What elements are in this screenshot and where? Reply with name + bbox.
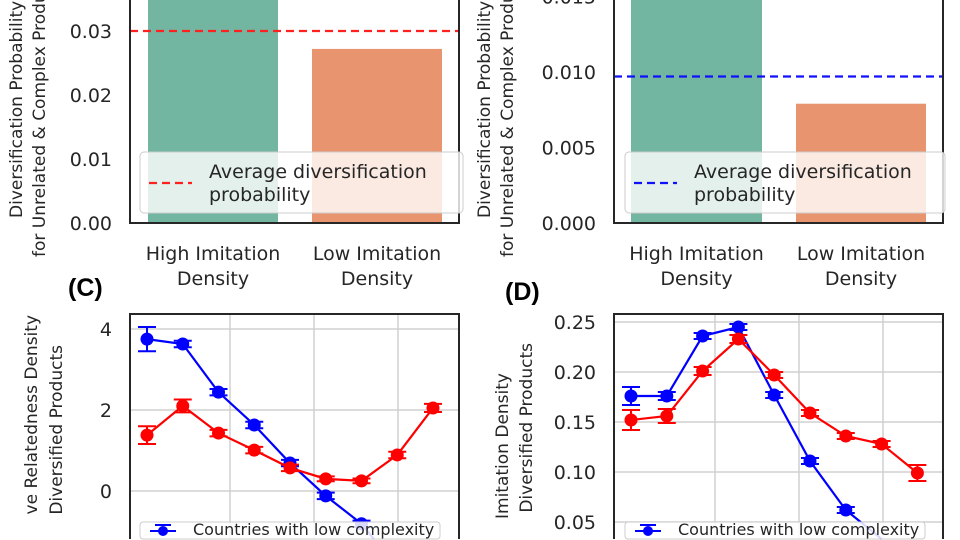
legend: Countries with low complexity bbox=[624, 520, 926, 540]
y-axis-label: ve Relatedness Density bbox=[22, 315, 42, 514]
legend-point-marker bbox=[158, 526, 168, 536]
legend: Countries with low complexity bbox=[139, 520, 441, 540]
data-point bbox=[731, 332, 745, 346]
line-chart-panel-3: (C) 4 2 0 ve Relatedness Density Diversified … bbox=[22, 274, 460, 540]
y-tick-label: 0.03 bbox=[70, 21, 112, 43]
axes-frame bbox=[613, 0, 944, 224]
bar-chart-panel-1: High Imitation Density Low Imitation Densit… bbox=[7, 0, 464, 290]
data-point bbox=[875, 437, 889, 451]
y-tick-label: 0.010 bbox=[542, 62, 596, 84]
y-tick-label: 4 bbox=[100, 319, 112, 341]
data-point bbox=[803, 454, 817, 468]
data-point bbox=[839, 503, 853, 517]
y-tick-label: 0 bbox=[100, 481, 112, 503]
y-tick-label: 0.005 bbox=[542, 138, 596, 160]
data-point bbox=[319, 489, 333, 503]
x-tick-label: High Imitation bbox=[629, 243, 764, 265]
legend-label: Average diversification bbox=[694, 161, 912, 183]
y-tick-label: 0.25 bbox=[554, 312, 596, 334]
x-tick-label: Low Imitation bbox=[313, 243, 441, 265]
data-point bbox=[624, 389, 638, 403]
y-tick-label: 0.05 bbox=[554, 512, 596, 534]
y-axis-label: for Unrelated & Complex Products bbox=[498, 0, 518, 257]
panel-label: (D) bbox=[505, 278, 540, 306]
y-axis-label: Diversified Products bbox=[47, 345, 67, 515]
x-tick-label: Density bbox=[825, 268, 897, 290]
y-tick-label: 0.02 bbox=[70, 85, 112, 107]
series-blue bbox=[622, 320, 883, 540]
y-tick-label: 0.20 bbox=[554, 362, 596, 384]
y-axis-label: Diversification Probability bbox=[475, 1, 495, 218]
data-point bbox=[140, 428, 154, 442]
y-axis-label: Diversification Probability bbox=[7, 1, 27, 218]
legend-box bbox=[624, 151, 946, 214]
axes-frame bbox=[129, 0, 460, 224]
panel-label: (C) bbox=[68, 274, 103, 302]
data-point bbox=[176, 399, 190, 413]
y-axis-label: Imitation Density bbox=[493, 373, 513, 519]
legend-label: Average diversification bbox=[209, 161, 427, 183]
y-tick-label: 2 bbox=[100, 400, 112, 422]
x-tick-label: Density bbox=[341, 268, 413, 290]
data-point bbox=[212, 426, 225, 440]
data-point bbox=[696, 329, 710, 343]
line-chart-panel-4: (D) 0.25 0.20 0.15 0.10 0.05 Imitation Density… bbox=[493, 278, 944, 540]
axes-frame bbox=[613, 313, 944, 539]
data-point bbox=[731, 320, 745, 334]
data-point bbox=[803, 406, 817, 420]
axes-frame bbox=[129, 313, 460, 539]
data-point bbox=[624, 413, 638, 427]
data-point bbox=[767, 388, 781, 402]
x-tick-label: Low Imitation bbox=[797, 243, 925, 265]
data-point bbox=[660, 409, 674, 423]
data-point bbox=[140, 332, 154, 346]
data-point bbox=[390, 448, 404, 462]
data-point bbox=[247, 418, 261, 432]
x-tick-label: Density bbox=[660, 268, 732, 290]
y-axis-label: for Unrelated & Complex Products bbox=[30, 0, 50, 257]
legend-label: probability bbox=[209, 184, 310, 206]
y-tick-label: 0.00 bbox=[70, 213, 112, 235]
x-tick-label: Density bbox=[177, 268, 249, 290]
data-point bbox=[839, 429, 853, 443]
series-line bbox=[630, 337, 919, 474]
y-tick-label: 0.01 bbox=[70, 149, 112, 171]
data-point bbox=[696, 364, 710, 378]
x-tick-label: High Imitation bbox=[146, 243, 281, 265]
data-point bbox=[910, 466, 924, 480]
y-axis-label: Diversified Products bbox=[517, 343, 537, 513]
data-point bbox=[212, 385, 225, 399]
legend-label: Countries with low complexity bbox=[193, 520, 434, 539]
y-tick-label: 0.10 bbox=[554, 462, 596, 484]
legend-label: Countries with low complexity bbox=[678, 520, 919, 539]
data-point bbox=[176, 337, 190, 351]
series-red bbox=[138, 398, 442, 488]
data-point bbox=[283, 461, 297, 475]
legend-box bbox=[139, 521, 441, 540]
data-point bbox=[660, 389, 674, 403]
legend-point-marker bbox=[643, 526, 653, 536]
data-point bbox=[767, 368, 781, 382]
y-tick-label: 0.015 bbox=[542, 0, 596, 9]
y-tick-label: 0.15 bbox=[554, 412, 596, 434]
y-tick-label: 0.000 bbox=[542, 213, 596, 235]
bar-chart-panel-2: High Imitation Density Low Imitation Densit… bbox=[475, 0, 946, 290]
data-point bbox=[247, 443, 261, 457]
data-point bbox=[426, 401, 440, 415]
series-blue bbox=[138, 325, 375, 540]
data-point bbox=[355, 474, 368, 488]
legend-box bbox=[624, 521, 926, 540]
series-line bbox=[146, 338, 375, 540]
legend-label: probability bbox=[694, 184, 795, 206]
series-red bbox=[622, 332, 927, 482]
legend-box bbox=[139, 151, 464, 214]
data-point bbox=[319, 472, 333, 486]
series-line bbox=[631, 325, 883, 540]
